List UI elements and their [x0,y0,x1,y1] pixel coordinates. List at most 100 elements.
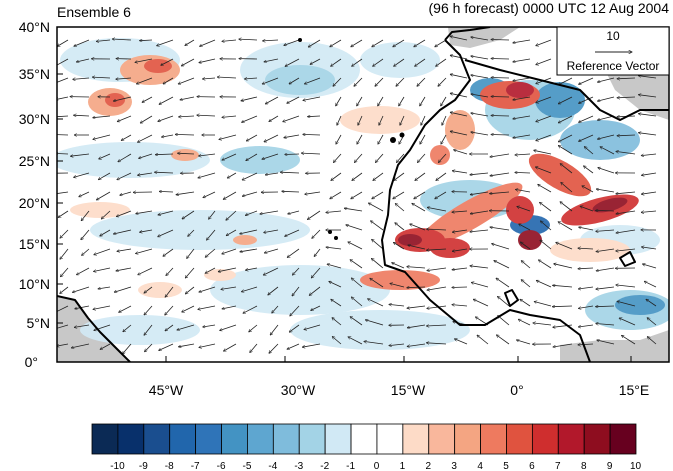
wind-vector-arrow [200,39,216,46]
wind-vector-arrow [393,191,405,199]
wind-vector-arrow [243,305,258,313]
colorbar-swatch [117,423,145,455]
wind-vector-arrow [82,248,90,256]
wind-vector-arrow [290,305,300,316]
lat-tick-label: 25°N [19,153,50,169]
wind-vector-arrow [436,58,447,66]
wind-vector-arrow [121,134,132,141]
land-europe-top [448,27,520,48]
wind-vector-arrow [420,96,426,106]
wind-vector-arrow [250,343,258,353]
wind-vector-arrow [536,58,552,65]
wind-vector-arrow [578,344,594,345]
wind-vector-arrow [304,77,321,84]
wind-vector-arrow [311,305,321,311]
wind-vector-arrow [518,319,531,326]
wind-vector-arrow [427,207,447,212]
wind-vector-arrow [378,96,384,106]
wind-vector-arrow [60,286,69,294]
wind-vector-arrow [600,147,615,155]
colorbar-label: 4 [477,461,483,471]
islands [298,38,405,240]
wind-vector-arrow [303,96,321,100]
wind-vector-arrow [221,286,237,289]
colorbar-label: -5 [243,461,252,471]
wind-vector-arrow [396,77,405,86]
wind-vector-arrow [332,318,342,326]
wind-vector-arrow [473,299,489,307]
wind-vector-arrow [60,267,69,277]
wind-vector-arrow [407,324,426,328]
wind-vector-arrow [163,77,174,84]
wind-vector-arrow [357,96,363,106]
wind-vector-arrow [308,116,321,117]
wind-vector-arrow [81,210,90,221]
wind-vector-arrow [198,305,216,309]
wind-vector-arrow [179,116,195,117]
wind-vector-arrow [337,115,342,125]
wind-vector-arrow [596,306,615,307]
shade-red-10 [506,82,534,98]
wind-vector-arrow [285,154,300,155]
lon-tick-label: 15°W [391,382,426,398]
colorbar-swatch [169,423,197,455]
wind-vector-arrow [282,191,300,192]
wind-vector-arrow [417,77,426,86]
wind-vector-arrow [558,134,573,142]
wind-vector-arrow [597,134,615,139]
wind-vector-arrow [452,287,468,288]
wind-vector-arrow [119,305,132,312]
wind-vector-arrow [144,286,153,293]
wind-vector-arrow [454,150,468,155]
wind-vector-arrow [241,96,258,101]
wind-vector-arrow [178,153,195,154]
wind-vector-arrow [154,172,174,173]
wind-vector-arrow [332,337,342,345]
wind-vector-arrow [373,172,384,181]
wind-vector-arrow [470,266,489,269]
wind-vector-arrow [556,242,573,250]
wind-vector-arrow [515,172,531,173]
wind-vector-arrow [533,323,552,326]
wind-vector-arrow [558,96,573,104]
wind-vector-arrow [616,229,636,233]
wind-vector-arrow [365,320,384,326]
wind-vector-arrow [57,58,69,67]
colorbar-swatch [454,423,481,455]
wind-vector-arrow [57,324,69,329]
wind-vector-arrow [617,135,636,136]
wind-vector-arrow [352,58,363,66]
wind-vector-arrow [222,305,237,309]
wind-vector-arrow [515,154,531,155]
wind-vector-arrow [336,134,342,144]
wind-vector-arrow [491,40,510,41]
wind-vector-arrow [187,248,195,259]
wind-vector-arrow [331,299,342,307]
colorbar-swatch [91,423,119,455]
wind-vector-arrow [513,134,531,138]
wind-vector-arrow [144,324,153,335]
colorbar-label: -8 [165,461,174,471]
wind-vector-arrow [450,55,468,60]
wind-vector-arrow [165,324,174,331]
lon-tick-label: 45°W [149,382,184,398]
wind-vector-arrow [452,305,468,306]
shade-red-14 [398,234,422,246]
wind-vector-arrow [534,150,552,155]
wind-vector-arrow [333,77,342,86]
wind-vector-arrow [617,97,636,98]
wind-vector-arrow [616,151,636,155]
wind-vector-arrow [400,115,405,125]
wind-vector-arrow [471,132,489,136]
wind-vector-arrow [330,191,342,199]
wind-vector-arrow [351,191,363,199]
island-5 [334,236,338,240]
lat-tick-label: 10°N [19,276,50,292]
wind-vector-arrow [426,343,447,344]
wind-vector-arrow [223,191,237,199]
wind-vector-arrow [579,227,594,231]
wind-vector-arrow [513,96,531,100]
wind-vector-arrow [116,210,132,217]
latitude-tick-marks [57,26,63,363]
wind-vector-arrow [269,115,279,122]
